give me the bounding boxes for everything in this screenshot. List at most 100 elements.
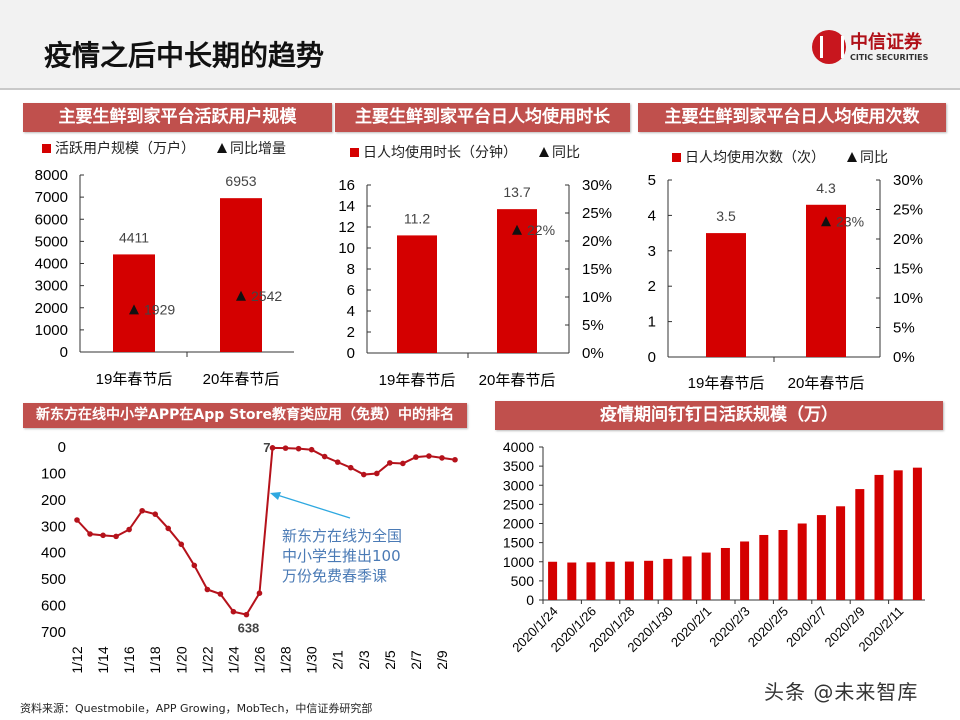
x-tick-label: 1/18 <box>147 646 163 673</box>
x-tick-label: 1/12 <box>69 646 85 673</box>
rank-point <box>308 446 315 453</box>
rank-point <box>139 507 145 514</box>
y-tick-label: 500 <box>511 573 535 589</box>
legend-item: 日人均使用次数（次） <box>672 147 825 167</box>
y-tick-label: 2000 <box>35 300 68 317</box>
rank-point <box>217 591 224 597</box>
x-tick-label: 2020/2/1 <box>668 604 714 650</box>
rank-point <box>373 470 380 477</box>
rank-point <box>334 459 341 465</box>
y2-tick-label: 20% <box>893 231 923 248</box>
triangle-icon <box>539 147 549 157</box>
bar <box>397 235 437 353</box>
y-tick-label: 300 <box>41 518 66 535</box>
legend-label: 日人均使用次数（次） <box>685 150 825 166</box>
y-tick-label: 8000 <box>35 167 68 184</box>
y-tick-label: 3000 <box>35 278 68 295</box>
x-tick-label: 1/30 <box>304 646 320 673</box>
bar <box>816 515 826 600</box>
rank-point <box>87 531 93 537</box>
y-tick-label: 400 <box>41 545 66 562</box>
rank-point <box>100 532 106 539</box>
bar-data-label: 4411 <box>119 229 149 245</box>
bar <box>663 558 673 600</box>
rank-point <box>243 611 250 618</box>
legend-item: 同比 <box>847 147 888 167</box>
annotation-text: 新东方在线为全国 中小学生推出100 万份免费春季课 <box>282 527 403 585</box>
rank-point <box>178 541 185 548</box>
y-tick-label: 600 <box>41 598 66 615</box>
logo-en: CITIC SECURITIES <box>850 52 929 62</box>
category-label: 20年春节后 <box>788 375 865 392</box>
y-tick-label: 1000 <box>503 554 534 570</box>
triangle-data-label: 23% <box>836 213 864 229</box>
bar <box>548 561 558 600</box>
y2-tick-label: 25% <box>893 202 923 219</box>
y-tick-label: 1000 <box>35 322 68 339</box>
bar <box>874 474 884 600</box>
legend-label: 同比 <box>860 150 888 166</box>
bar <box>893 470 903 600</box>
x-tick-label: 1/24 <box>225 646 241 673</box>
y-tick-label: 1 <box>648 314 656 331</box>
square-icon <box>42 144 51 153</box>
bar <box>706 233 746 357</box>
chart2-title: 主要生鲜到家平台日人均使用时长 <box>335 103 630 132</box>
rank-point <box>400 460 406 467</box>
rank-point <box>439 455 445 461</box>
triangle-data-label: 2542 <box>251 288 282 304</box>
y-tick-label: 3000 <box>503 477 534 493</box>
bar <box>855 489 865 600</box>
category-label: 19年春节后 <box>379 372 456 389</box>
bar-data-label: 6953 <box>225 173 256 189</box>
bar-data-label: 4.3 <box>816 180 836 196</box>
y-tick-label: 3 <box>648 243 656 260</box>
y2-tick-label: 5% <box>893 320 915 337</box>
rank-point <box>426 453 432 459</box>
y-tick-label: 7000 <box>35 189 68 206</box>
y-tick-label: 2 <box>648 278 656 295</box>
y2-tick-label: 10% <box>893 290 923 307</box>
y-tick-label: 0 <box>58 439 66 456</box>
triangle-marker <box>821 216 831 227</box>
bar-data-label: 3.5 <box>716 208 736 224</box>
y2-tick-label: 25% <box>582 205 612 222</box>
rank-point <box>230 608 237 615</box>
y-tick-label: 4000 <box>35 256 68 273</box>
bar <box>644 560 654 600</box>
chart5-title: 疫情期间钉钉日活跃规模（万） <box>495 401 943 430</box>
triangle-icon <box>847 152 857 162</box>
bar <box>836 506 846 600</box>
x-tick-label: 2/5 <box>382 650 398 670</box>
rank-point <box>165 525 172 532</box>
y-tick-label: 12 <box>338 219 355 236</box>
header-bar <box>0 0 960 90</box>
y-tick-label: 4 <box>347 303 355 320</box>
triangle-data-label: 1929 <box>144 301 175 317</box>
triangle-marker <box>236 290 246 301</box>
rank-point <box>126 526 132 533</box>
watermark: 头条 @未来智库 <box>764 680 919 704</box>
bar <box>797 523 807 600</box>
y2-tick-label: 10% <box>582 289 612 306</box>
bar <box>113 254 155 352</box>
legend-label: 日人均使用时长（分钟） <box>363 145 517 161</box>
rank-point <box>282 445 289 451</box>
x-tick-label: 1/16 <box>121 646 137 673</box>
rank-point <box>295 445 302 452</box>
rank-point <box>152 511 159 517</box>
y-tick-label: 6000 <box>35 211 68 228</box>
bar <box>220 198 262 352</box>
y2-tick-label: 0% <box>893 349 915 366</box>
x-tick-label: 1/20 <box>173 646 189 673</box>
rank-point <box>360 471 367 478</box>
bar <box>701 552 711 600</box>
triangle-data-label: 22% <box>527 222 555 238</box>
chart2-legend: 日人均使用时长（分钟） 同比 <box>350 142 580 162</box>
legend-label: 活跃用户规模（万户） <box>55 141 195 157</box>
x-tick-label: 1/22 <box>199 646 215 673</box>
chart3-legend: 日人均使用次数（次） 同比 <box>672 147 888 167</box>
y2-tick-label: 15% <box>893 261 923 278</box>
x-tick-label: 1/14 <box>95 646 111 673</box>
y2-tick-label: 30% <box>893 172 923 189</box>
